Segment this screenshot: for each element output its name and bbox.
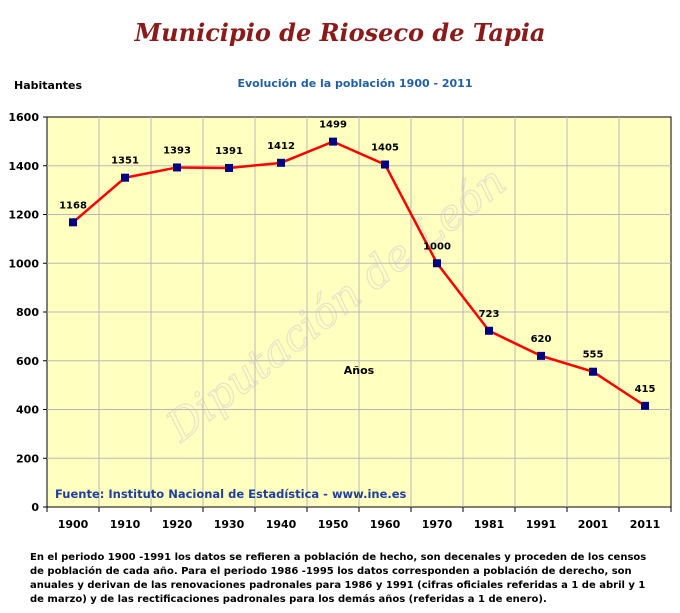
data-point-marker — [121, 173, 129, 182]
y-tick-label: 400 — [16, 404, 39, 417]
x-tick-label: 1981 — [474, 518, 505, 531]
series-line — [72, 140, 646, 407]
data-label: 1405 — [371, 143, 399, 154]
x-tick-label: 1940 — [266, 518, 297, 531]
data-point-marker — [485, 326, 493, 335]
data-label: 1168 — [59, 200, 87, 211]
data-point-marker — [589, 367, 597, 376]
data-label: 1391 — [215, 146, 243, 157]
data-label: 415 — [635, 384, 656, 395]
data-point-marker — [641, 401, 649, 410]
data-label: 555 — [583, 350, 604, 361]
x-axis-label: Años — [344, 364, 375, 377]
data-label: 1412 — [267, 141, 295, 152]
population-line-chart: Diputación de León0200400600800100012001… — [8, 111, 672, 531]
x-tick-label: 2011 — [630, 518, 661, 531]
chart-title: Evolución de la población 1900 - 2011 — [237, 77, 473, 90]
x-tick-label: 1900 — [58, 518, 89, 531]
x-tick-label: 1970 — [422, 518, 453, 531]
page-title: Municipio de Rioseco de Tapia — [134, 18, 546, 47]
x-tick-label: 1930 — [214, 518, 245, 531]
y-tick-label: 1000 — [8, 257, 39, 270]
y-tick-label: 0 — [31, 501, 39, 514]
data-label: 1000 — [423, 241, 451, 252]
x-tick-label: 1950 — [318, 518, 349, 531]
data-point-marker — [69, 218, 77, 227]
data-label: 620 — [531, 334, 552, 345]
x-tick-label: 1910 — [110, 518, 141, 531]
x-tick-label: 1920 — [162, 518, 193, 531]
data-point-marker — [381, 160, 389, 169]
data-point-marker — [329, 137, 337, 146]
x-tick-label: 2001 — [578, 518, 609, 531]
x-tick-label: 1960 — [370, 518, 401, 531]
data-point-marker — [225, 163, 233, 172]
y-tick-label: 1400 — [8, 160, 39, 173]
data-point-marker — [433, 259, 441, 268]
y-tick-label: 600 — [16, 355, 39, 368]
source-annotation: Fuente: Instituto Nacional de Estadístic… — [55, 487, 407, 501]
y-tick-label: 1200 — [8, 209, 39, 222]
data-point-marker — [277, 158, 285, 167]
y-tick-label: 800 — [16, 306, 39, 319]
y-tick-label: 200 — [16, 452, 39, 465]
footnote-text: En el periodo 1900 -1991 los datos se re… — [30, 552, 647, 605]
y-tick-label: 1600 — [8, 111, 39, 124]
data-point-marker — [537, 351, 545, 360]
data-point-marker — [173, 163, 181, 172]
y-axis-label: Habitantes — [14, 79, 83, 92]
data-label: 1393 — [163, 145, 191, 156]
data-label: 723 — [479, 309, 500, 320]
data-label: 1351 — [111, 156, 139, 167]
x-tick-label: 1991 — [526, 518, 557, 531]
data-label: 1499 — [319, 120, 347, 131]
